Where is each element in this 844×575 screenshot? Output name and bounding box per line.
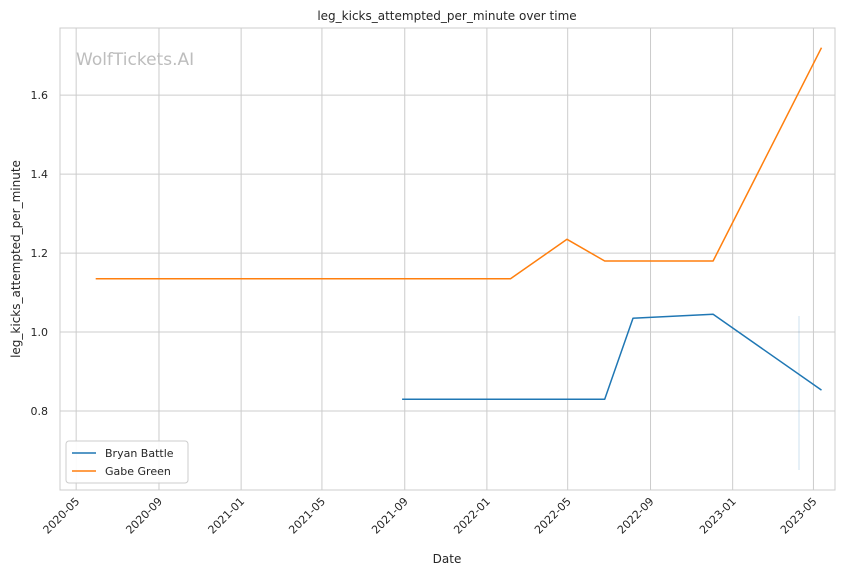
y-tick-label: 1.2 [31,247,49,260]
legend-label-gabe-green: Gabe Green [105,465,171,478]
legend-label-bryan-battle: Bryan Battle [105,447,174,460]
x-axis-ticks: 2020-05 2020-09 2021-01 2021-05 2021-09 2022-… [41,495,820,537]
series-line-bryan-battle [402,313,822,400]
y-tick-label: 1.6 [31,89,49,102]
x-tick-label: 2021-01 [206,495,248,537]
legend: Bryan Battle Gabe Green [65,440,189,484]
x-tick-label: 2020-05 [41,495,83,537]
x-tick-label: 2022-09 [615,495,657,537]
x-tick-label: 2022-01 [451,495,493,537]
grid [60,28,835,490]
legend-box [65,440,189,484]
x-tick-label: 2023-05 [778,495,820,537]
y-tick-label: 1.4 [31,168,49,181]
y-axis-title: leg_kicks_attempted_per_minute [9,160,23,358]
series-lines [95,47,823,400]
x-tick-label: 2022-05 [532,495,574,537]
watermark: WolfTickets.AI [76,50,194,70]
y-tick-label: 1.0 [31,326,49,339]
x-tick-label: 2021-09 [369,495,411,537]
x-tick-label: 2020-09 [123,495,165,537]
x-tick-label: 2021-05 [286,495,328,537]
chart-title: leg_kicks_attempted_per_minute over time [317,9,576,23]
y-axis-ticks: 0.8 1.0 1.2 1.4 1.6 [31,89,49,418]
series-line-gabe-green [95,47,823,280]
x-axis-title: Date [433,552,462,566]
plot-area [59,27,836,491]
x-tick-label: 2023-01 [697,495,739,537]
y-tick-label: 0.8 [31,405,49,418]
